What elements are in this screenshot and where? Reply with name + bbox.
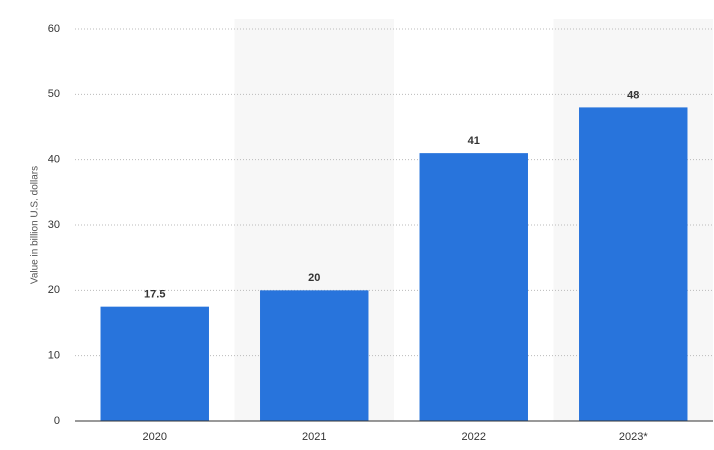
value-label: 48 — [627, 89, 639, 101]
y-tick-label: 50 — [48, 88, 60, 100]
x-tick-label: 2021 — [302, 431, 326, 443]
bar — [100, 306, 209, 421]
bar — [419, 153, 528, 421]
value-label: 17.5 — [144, 289, 165, 301]
y-tick-label: 60 — [48, 23, 60, 35]
bar — [579, 107, 688, 422]
value-label: 41 — [468, 135, 480, 147]
y-tick-label: 30 — [48, 219, 60, 231]
bar — [260, 290, 369, 421]
y-tick-label: 20 — [48, 284, 60, 296]
y-axis-label: Value in billion U.S. dollars — [30, 166, 41, 284]
x-tick-label: 2022 — [462, 431, 486, 443]
x-tick-label: 2023* — [619, 431, 648, 443]
y-tick-label: 0 — [54, 415, 60, 427]
value-label: 20 — [308, 272, 320, 284]
y-tick-label: 40 — [48, 154, 60, 166]
y-tick-label: 10 — [48, 350, 60, 362]
x-tick-label: 2020 — [143, 431, 167, 443]
